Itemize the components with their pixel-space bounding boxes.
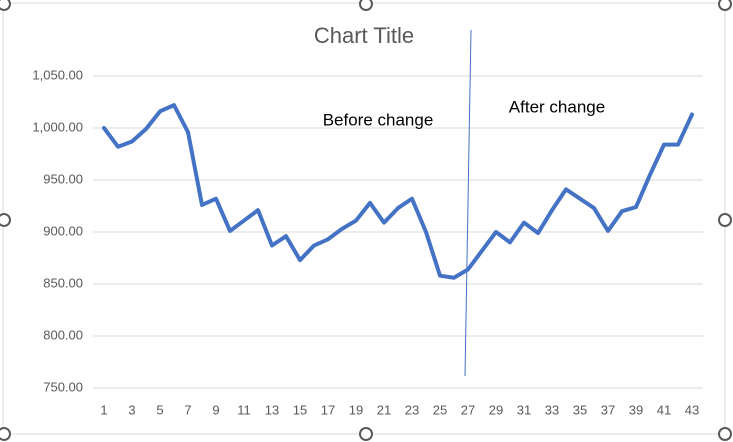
plot-area: 750.00 800.00 850.00 900.00 950.00 1,000.00 1,… [32,67,703,417]
x-tick-label: 9 [212,402,219,417]
y-tick-label: 950.00 [43,171,83,186]
y-tick-label: 1,050.00 [32,67,83,82]
handle[interactable] [718,213,732,227]
x-tick-label: 1 [100,402,107,417]
x-tick-label: 41 [657,402,671,417]
x-tick-label: 29 [489,402,503,417]
x-tick-label: 15 [293,402,307,417]
handle[interactable] [718,427,732,441]
handle[interactable] [359,427,373,441]
y-tick-label: 800.00 [43,327,83,342]
x-tick-label: 7 [184,402,191,417]
handle[interactable] [718,0,732,11]
x-tick-label: 33 [545,402,559,417]
x-tick-label: 5 [156,402,163,417]
x-tick-label: 3 [128,402,135,417]
handle[interactable] [359,0,373,11]
x-tick-label: 27 [461,402,475,417]
y-tick-label: 900.00 [43,223,83,238]
x-tick-label: 21 [377,402,391,417]
data-line [102,103,694,280]
x-tick-label: 39 [629,402,643,417]
handle[interactable] [0,427,11,441]
x-tick-label: 37 [601,402,615,417]
x-tick-label: 11 [237,402,251,417]
y-tick-label: 750.00 [43,379,83,394]
annotation: After change [509,97,605,116]
annotation: Before change [323,110,434,129]
x-tick-label: 17 [321,402,335,417]
x-tick-label: 25 [433,402,447,417]
divider-line [464,29,472,377]
x-tick-label: 35 [573,402,587,417]
x-tick-label: 13 [265,402,279,417]
x-tick-label: 19 [349,402,363,417]
x-tick-label: 23 [405,402,419,417]
y-tick-label: 1,000.00 [32,119,83,134]
handle[interactable] [0,213,11,227]
chart-area [2,2,726,435]
chart-title: Chart Title [314,23,414,48]
x-tick-label: 31 [517,402,531,417]
y-tick-label: 850.00 [43,275,83,290]
handle[interactable] [0,0,11,11]
x-tick-label: 43 [685,402,699,417]
